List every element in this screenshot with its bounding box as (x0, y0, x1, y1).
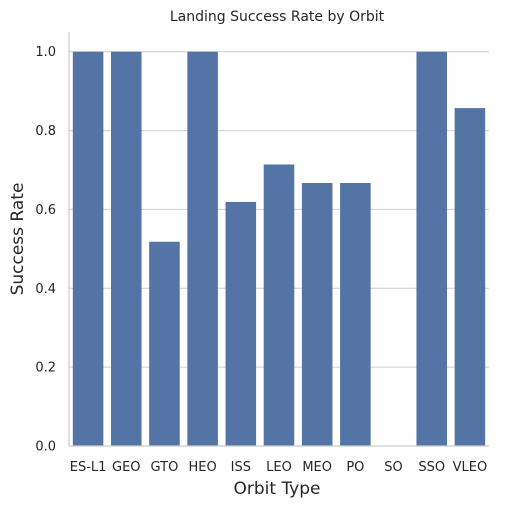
bar-geo (111, 51, 142, 446)
x-tick-label: ISS (231, 460, 251, 475)
bar-es-l1 (72, 51, 104, 446)
bar-vleo (454, 108, 486, 447)
bar-heo (187, 51, 218, 446)
x-tick-labels: ES-L1 GEO GTO HEO ISS LEO MEO PO SO SSO VLEO (70, 460, 487, 475)
chart-title: Landing Success Rate by Orbit (170, 9, 385, 25)
y-axis-label: Success Rate (8, 183, 28, 296)
y-tick-labels: 0.0 0.2 0.4 0.6 0.8 1.0 (35, 45, 56, 454)
x-tick-label: SSO (418, 460, 445, 475)
x-tick-label: SO (384, 460, 402, 475)
bar-leo (263, 164, 295, 447)
x-tick-label: LEO (266, 460, 292, 475)
x-tick-label: MEO (302, 460, 332, 475)
x-tick-label: GTO (151, 460, 179, 475)
y-tick-label: 0.6 (35, 203, 56, 218)
y-tick-label: 1.0 (35, 45, 56, 60)
axes-spines (68, 32, 489, 447)
x-tick-label: PO (346, 460, 364, 475)
y-tick-label: 0.4 (35, 282, 56, 297)
y-tick-label: 0.2 (35, 361, 56, 376)
x-tick-label: HEO (189, 460, 217, 475)
bar-iss (225, 201, 257, 446)
bar-sso (416, 51, 447, 446)
bars (72, 51, 486, 447)
y-tick-label: 0.0 (35, 440, 56, 455)
bar-gto (149, 241, 180, 446)
bar-meo (301, 183, 333, 447)
x-tick-label: VLEO (453, 460, 488, 475)
x-tick-label: GEO (112, 460, 141, 475)
y-tick-label: 0.8 (35, 124, 56, 139)
x-tick-label: ES-L1 (70, 460, 107, 475)
bar-po (340, 183, 371, 447)
x-axis-label: Orbit Type (233, 479, 320, 499)
